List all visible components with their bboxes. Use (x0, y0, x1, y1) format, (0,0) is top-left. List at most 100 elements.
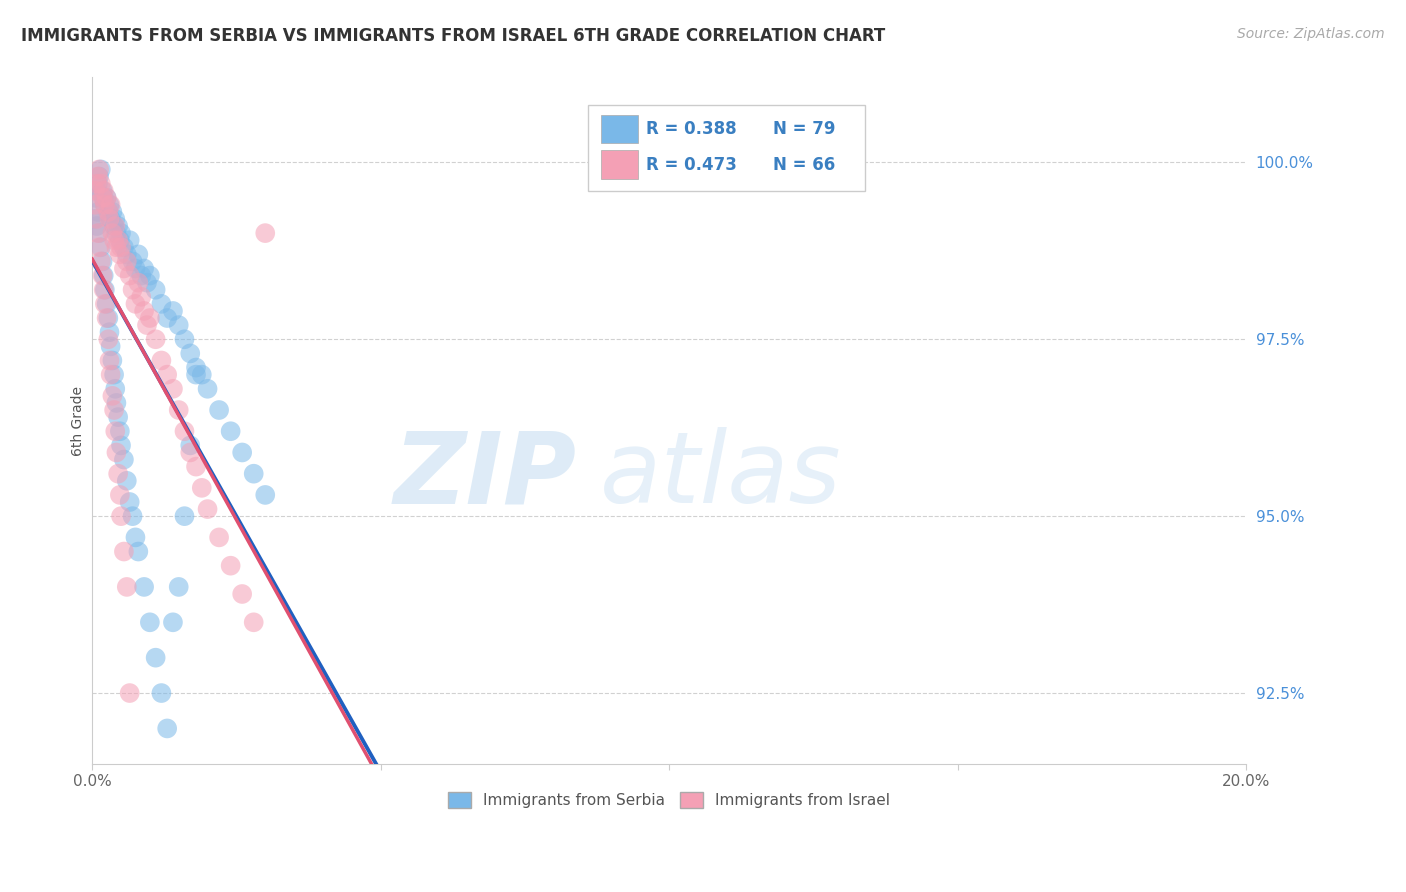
Point (173, 424, 195, 438)
Point (145, 283, 167, 297)
Point (103, 403, 125, 417)
Point (150, 686, 173, 700)
Point (101, 226, 124, 240)
Point (112, 240, 135, 254)
Point (91, 254, 114, 268)
Text: R = 0.473: R = 0.473 (645, 155, 737, 174)
Point (208, 530, 231, 544)
Point (98, 325, 121, 339)
Point (112, 544, 135, 558)
Point (91, 191, 114, 205)
Point (110, 509, 132, 524)
Text: ZIP: ZIP (394, 427, 576, 524)
Point (121, 509, 143, 524)
Point (132, 580, 155, 594)
Point (104, 211, 127, 226)
Point (86, 177, 108, 191)
Point (231, 445, 253, 459)
Point (184, 360, 207, 375)
Point (97, 205, 120, 219)
Point (105, 396, 128, 410)
Point (124, 261, 146, 276)
Point (94, 198, 117, 212)
Point (101, 205, 124, 219)
Point (184, 368, 207, 382)
Point (156, 368, 179, 382)
Point (104, 382, 127, 396)
Text: Source: ZipAtlas.com: Source: ZipAtlas.com (1237, 27, 1385, 41)
Point (242, 615, 264, 630)
Point (254, 226, 277, 240)
FancyBboxPatch shape (588, 105, 865, 191)
Point (107, 410, 129, 425)
Point (96, 311, 118, 326)
Point (97, 332, 120, 346)
Point (93, 191, 115, 205)
Point (104, 424, 127, 438)
Point (87, 177, 110, 191)
Point (97, 311, 120, 326)
Point (162, 304, 184, 318)
Point (108, 488, 131, 502)
Point (96, 191, 118, 205)
Point (112, 261, 135, 276)
Point (87, 205, 110, 219)
Point (121, 254, 143, 268)
Point (173, 509, 195, 524)
Point (105, 240, 128, 254)
Text: R = 0.388: R = 0.388 (645, 120, 737, 138)
Point (112, 452, 135, 467)
Point (167, 318, 190, 332)
Point (93, 268, 115, 283)
Point (87, 240, 110, 254)
Point (90, 162, 112, 177)
Point (184, 459, 207, 474)
Point (107, 233, 129, 247)
Point (87, 169, 110, 184)
Text: N = 79: N = 79 (773, 120, 835, 138)
Point (90, 177, 112, 191)
Point (90, 254, 112, 268)
Point (91, 268, 114, 283)
Point (87, 226, 110, 240)
Point (150, 297, 173, 311)
Point (110, 226, 132, 240)
Point (93, 184, 115, 198)
Point (94, 297, 117, 311)
Point (115, 247, 138, 261)
Point (110, 438, 132, 452)
Point (127, 276, 149, 290)
Point (254, 488, 277, 502)
Point (115, 580, 138, 594)
Point (191, 368, 214, 382)
Point (124, 297, 146, 311)
Point (136, 318, 159, 332)
Point (173, 332, 195, 346)
Point (94, 198, 117, 212)
Point (118, 233, 141, 247)
Point (103, 368, 125, 382)
Point (96, 191, 118, 205)
Point (139, 268, 162, 283)
Point (90, 240, 112, 254)
Point (93, 283, 115, 297)
Point (127, 247, 149, 261)
Point (156, 722, 179, 736)
Point (208, 403, 231, 417)
Point (197, 502, 219, 516)
Point (100, 339, 122, 353)
Point (98, 198, 121, 212)
Point (118, 268, 141, 283)
Point (121, 283, 143, 297)
Point (139, 311, 162, 326)
Point (124, 530, 146, 544)
Point (179, 346, 201, 360)
Point (167, 403, 190, 417)
FancyBboxPatch shape (600, 114, 638, 144)
Point (167, 580, 190, 594)
Point (110, 240, 132, 254)
Point (197, 382, 219, 396)
Point (84, 211, 107, 226)
Point (107, 467, 129, 481)
Point (136, 276, 159, 290)
